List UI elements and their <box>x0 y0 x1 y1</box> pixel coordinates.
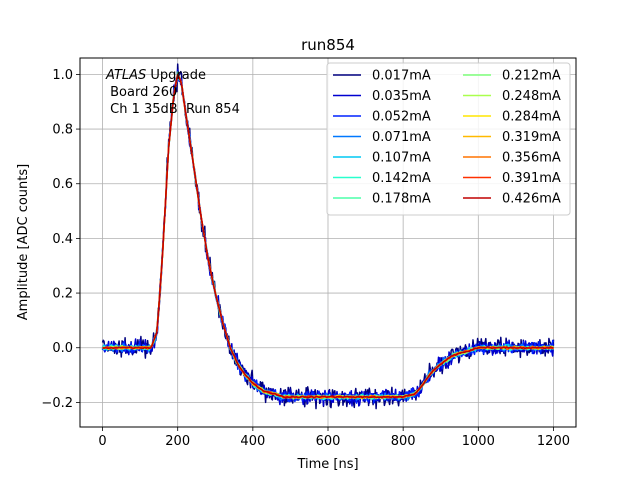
y-tick-label: 1.0 <box>52 68 73 83</box>
y-axis: −0.2 0.0 0.2 0.4 0.6 0.8 1.0 <box>41 68 80 411</box>
legend-label: 0.107mA <box>372 151 431 166</box>
legend-label: 0.356mA <box>502 151 561 166</box>
x-tick-label: 1000 <box>462 434 495 449</box>
series-layer <box>101 63 555 410</box>
legend-label: 0.017mA <box>372 69 431 84</box>
legend-label: 0.212mA <box>502 69 561 84</box>
y-tick-label: 0.0 <box>52 341 73 356</box>
legend-label: 0.284mA <box>502 110 561 125</box>
y-tick-label: 0.2 <box>52 287 73 302</box>
annotation: ATLAS Upgrade Board 260 Ch 1 35dB Run 85… <box>105 68 240 117</box>
legend-frame <box>326 62 571 216</box>
x-axis-label: Time [ns] <box>296 457 358 472</box>
series-line-0.035mA <box>101 68 555 407</box>
legend-label: 0.248mA <box>502 89 561 104</box>
annotation-upgrade: Upgrade <box>146 68 206 83</box>
legend-label: 0.319mA <box>502 130 561 145</box>
annotation-line-1: ATLAS Upgrade <box>105 68 206 83</box>
y-tick-label: −0.2 <box>41 396 73 411</box>
x-tick-label: 600 <box>316 434 341 449</box>
legend-label: 0.178mA <box>372 192 431 207</box>
x-tick-label: 1200 <box>537 434 570 449</box>
y-tick-label: 0.4 <box>52 232 73 247</box>
legend-label: 0.071mA <box>372 130 431 145</box>
y-tick-label: 0.8 <box>52 123 73 138</box>
legend-label: 0.426mA <box>502 192 561 207</box>
x-tick-label: 200 <box>165 434 190 449</box>
y-axis-label: Amplitude [ADC counts] <box>16 164 31 320</box>
x-tick-label: 800 <box>391 434 416 449</box>
annotation-line-2: Board 260 <box>106 85 177 100</box>
y-tick-label: 0.6 <box>52 177 73 192</box>
legend-label: 0.391mA <box>502 171 561 186</box>
x-tick-label: 400 <box>240 434 265 449</box>
x-axis: 0 200 400 600 800 1000 1200 <box>98 427 570 449</box>
annotation-atlas: ATLAS <box>105 68 146 83</box>
series-line-0.426mA <box>102 73 554 399</box>
x-tick-label: 0 <box>98 434 106 449</box>
annotation-line-3: Ch 1 35dB Run 854 <box>106 102 240 117</box>
legend-label: 0.035mA <box>372 89 431 104</box>
chart-title: run854 <box>301 36 355 54</box>
legend-label: 0.142mA <box>372 171 431 186</box>
legend: 0.017mA 0.035mA 0.052mA 0.071mA 0.107mA 0.142… <box>326 62 571 216</box>
legend-label: 0.052mA <box>372 110 431 125</box>
